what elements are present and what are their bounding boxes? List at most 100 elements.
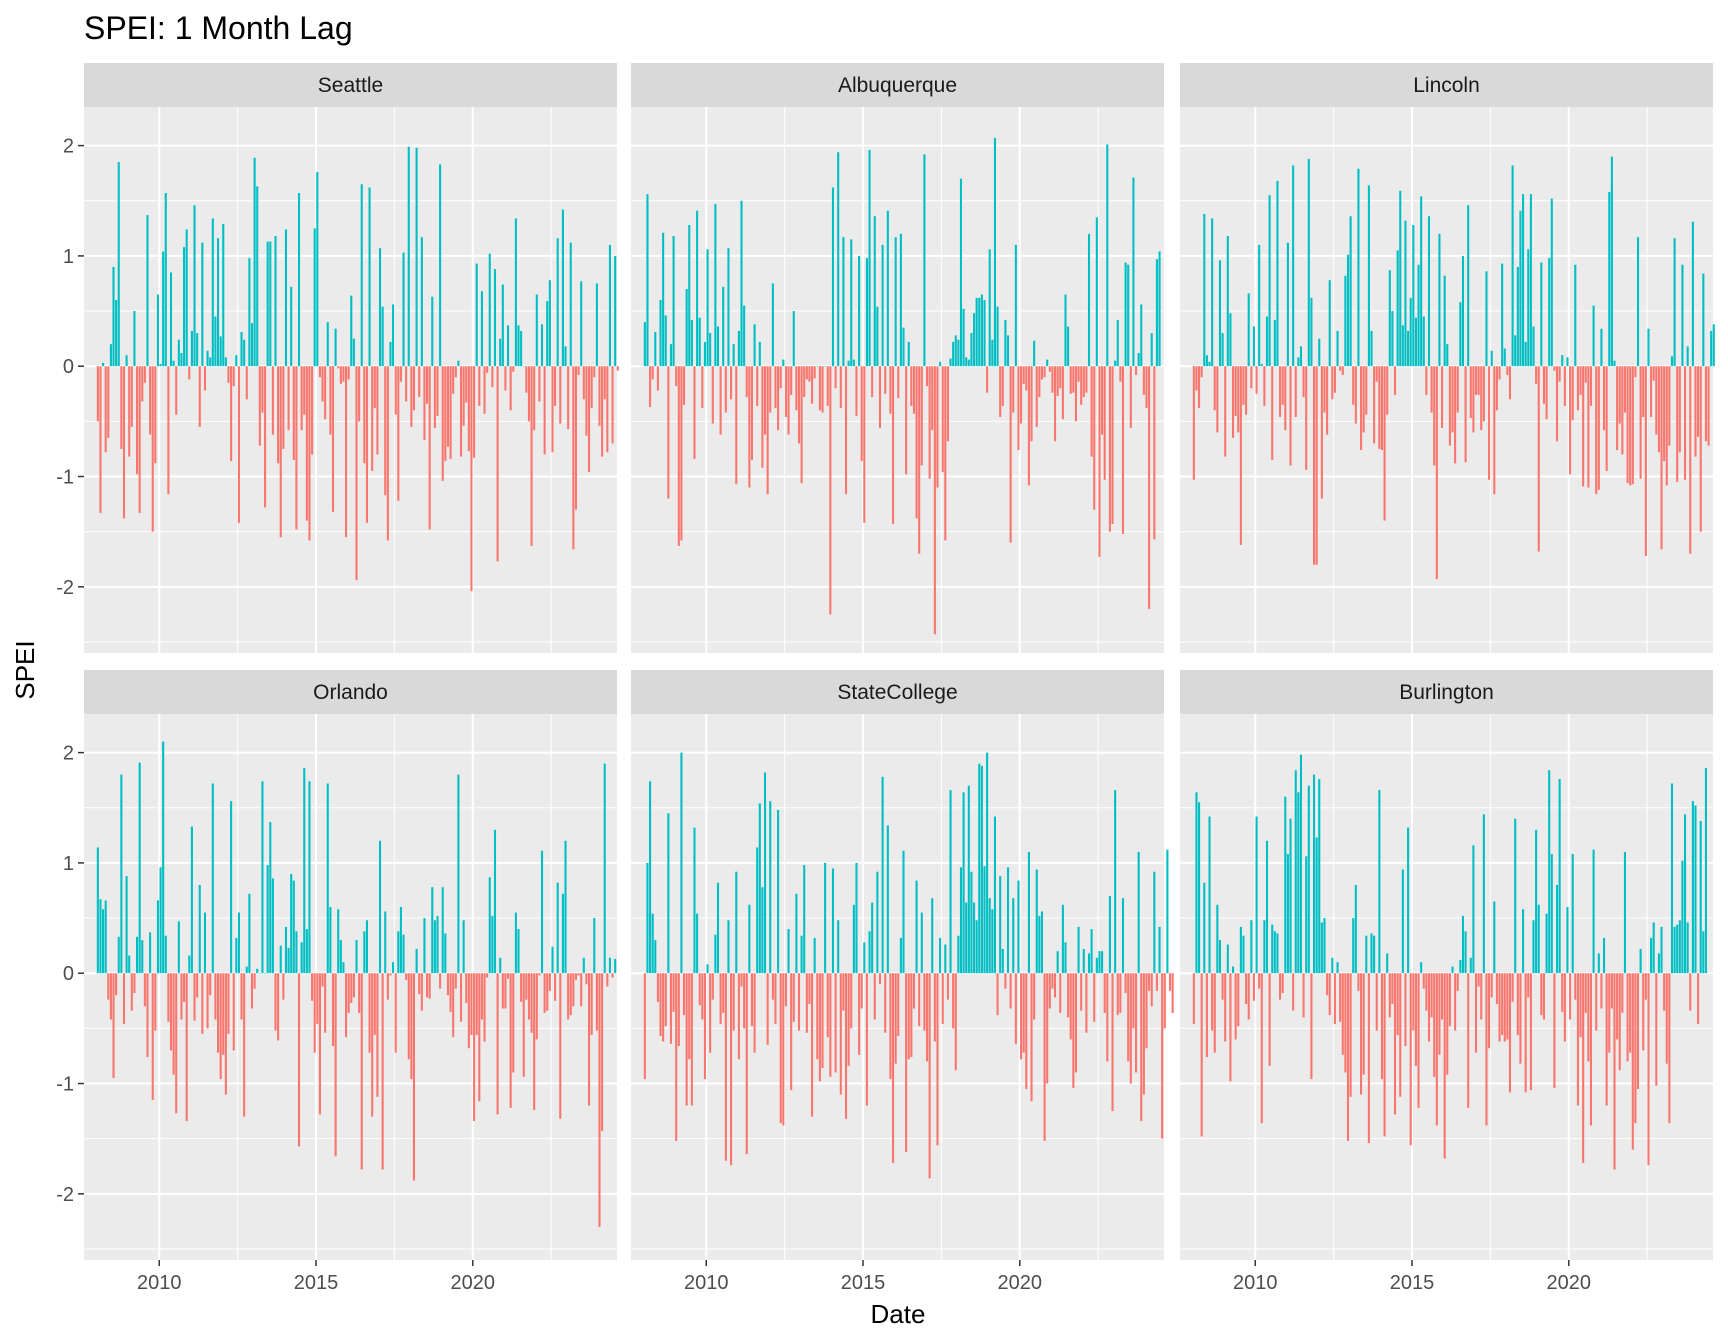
bar-negative bbox=[180, 973, 183, 1020]
bar-negative bbox=[1383, 973, 1386, 1137]
bar-positive bbox=[392, 304, 395, 367]
bar-negative bbox=[1142, 366, 1145, 395]
bar-positive bbox=[1686, 922, 1689, 974]
bar-negative bbox=[1383, 366, 1386, 521]
bar-negative bbox=[1326, 366, 1329, 435]
bar-positive bbox=[1098, 951, 1101, 974]
bar-positive bbox=[1401, 325, 1404, 367]
bar-positive bbox=[185, 229, 188, 367]
bar-negative bbox=[428, 366, 431, 530]
bar-negative bbox=[572, 973, 575, 1007]
bar-positive bbox=[1524, 341, 1527, 367]
bar-positive bbox=[433, 920, 436, 974]
facet-panel-statecollege: StateCollege 2010 2015 2020 bbox=[631, 670, 1174, 1294]
bar-negative bbox=[1362, 366, 1365, 433]
bar-negative bbox=[1360, 973, 1363, 1095]
bar-negative bbox=[889, 366, 892, 414]
bar-positive bbox=[1318, 338, 1321, 367]
bar-negative bbox=[664, 973, 667, 1027]
bar-negative bbox=[808, 973, 811, 1005]
bar-positive bbox=[292, 880, 295, 974]
bar-positive bbox=[1229, 313, 1232, 367]
bar-negative bbox=[719, 366, 722, 435]
bar-negative bbox=[538, 366, 541, 402]
bar-positive bbox=[1155, 259, 1158, 367]
bar-negative bbox=[520, 973, 523, 1002]
bar-negative bbox=[1069, 366, 1072, 394]
bar-negative bbox=[1043, 973, 1046, 1141]
bar-positive bbox=[1414, 317, 1417, 367]
bar-negative bbox=[918, 973, 921, 1027]
bar-positive bbox=[1312, 774, 1316, 974]
bar-negative bbox=[933, 973, 936, 1042]
bar-positive bbox=[203, 912, 207, 974]
facet-panel-orlando: Orlando -2 -1 0 1 2 2010 2015 2020 bbox=[56, 670, 617, 1294]
bar-negative bbox=[1477, 973, 1480, 987]
bar-negative bbox=[394, 366, 397, 415]
bar-negative bbox=[1689, 973, 1692, 1011]
bar-positive bbox=[899, 233, 902, 367]
bar-positive bbox=[1522, 909, 1525, 974]
bar-positive bbox=[1231, 966, 1235, 974]
bar-negative bbox=[669, 973, 673, 1044]
bar-positive bbox=[1404, 220, 1407, 367]
bar-negative bbox=[546, 973, 549, 1011]
bar-negative bbox=[588, 366, 591, 473]
bar-negative bbox=[1597, 366, 1600, 490]
bar-negative bbox=[1629, 366, 1632, 486]
bar-positive bbox=[748, 904, 751, 974]
bar-negative bbox=[331, 973, 335, 1047]
bar-positive bbox=[1158, 251, 1161, 367]
bar-negative bbox=[1352, 366, 1355, 405]
bar-negative bbox=[593, 366, 596, 378]
bar-negative bbox=[1357, 973, 1360, 991]
bar-negative bbox=[350, 973, 353, 1003]
y-tick-label: 2 bbox=[63, 743, 74, 765]
bar-negative bbox=[423, 366, 426, 441]
bar-positive bbox=[1247, 293, 1250, 367]
bar-negative bbox=[863, 366, 866, 523]
bar-positive bbox=[646, 862, 649, 974]
bar-negative bbox=[1211, 973, 1214, 1031]
facet-strip bbox=[84, 63, 617, 107]
bar-positive bbox=[991, 339, 994, 367]
bar-positive bbox=[240, 332, 243, 367]
bar-positive bbox=[316, 172, 319, 367]
bar-negative bbox=[1393, 366, 1397, 395]
bar-negative bbox=[745, 973, 748, 1155]
bar-positive bbox=[1670, 356, 1674, 367]
bar-positive bbox=[852, 359, 855, 367]
bar-positive bbox=[753, 324, 756, 367]
bar-negative bbox=[779, 366, 782, 389]
bar-negative bbox=[1339, 366, 1342, 371]
bar-negative bbox=[1678, 366, 1681, 453]
bar-positive bbox=[975, 297, 978, 367]
bar-negative bbox=[756, 366, 759, 406]
bar-negative bbox=[115, 973, 118, 996]
facet-strip bbox=[1180, 670, 1713, 714]
bar-negative bbox=[1171, 973, 1174, 1013]
bar-positive bbox=[962, 792, 965, 974]
y-tick-label: -2 bbox=[56, 1184, 74, 1206]
bar-negative bbox=[478, 973, 481, 1102]
bar-negative bbox=[611, 973, 614, 978]
bar-positive bbox=[517, 929, 520, 974]
bar-negative bbox=[426, 973, 429, 998]
bar-positive bbox=[1639, 948, 1642, 974]
bar-negative bbox=[611, 366, 614, 444]
bar-positive bbox=[1684, 814, 1687, 974]
bar-negative bbox=[826, 366, 829, 406]
bar-negative bbox=[313, 973, 316, 1053]
bar-negative bbox=[1448, 366, 1451, 446]
bar-negative bbox=[1553, 366, 1556, 371]
bar-negative bbox=[154, 973, 157, 1031]
bar-negative bbox=[467, 366, 470, 452]
bar-positive bbox=[141, 940, 144, 974]
bar-negative bbox=[1145, 973, 1148, 1049]
bar-positive bbox=[1297, 357, 1300, 367]
bar-positive bbox=[1260, 364, 1263, 367]
bar-positive bbox=[138, 762, 141, 974]
bar-positive bbox=[1467, 205, 1470, 367]
bar-negative bbox=[347, 973, 350, 1013]
bar-negative bbox=[1634, 973, 1637, 1124]
